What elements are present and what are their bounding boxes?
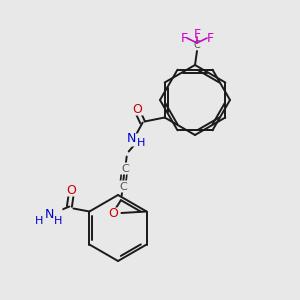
- FancyBboxPatch shape: [32, 208, 62, 224]
- FancyBboxPatch shape: [63, 184, 80, 196]
- Text: O: O: [132, 103, 142, 116]
- FancyBboxPatch shape: [130, 103, 144, 116]
- FancyBboxPatch shape: [105, 208, 121, 220]
- Text: N: N: [127, 132, 136, 145]
- FancyBboxPatch shape: [119, 163, 133, 175]
- Text: C: C: [194, 40, 200, 50]
- FancyBboxPatch shape: [122, 134, 146, 146]
- Text: H: H: [136, 139, 145, 148]
- Text: C: C: [122, 164, 130, 173]
- Text: F: F: [194, 28, 201, 40]
- Text: H: H: [54, 217, 63, 226]
- Text: O: O: [108, 207, 118, 220]
- Text: F: F: [180, 32, 188, 46]
- Text: F: F: [206, 32, 214, 46]
- Text: N: N: [45, 208, 54, 221]
- FancyBboxPatch shape: [117, 181, 131, 193]
- Text: H: H: [35, 217, 44, 226]
- Text: C: C: [120, 182, 128, 191]
- Text: O: O: [67, 184, 76, 197]
